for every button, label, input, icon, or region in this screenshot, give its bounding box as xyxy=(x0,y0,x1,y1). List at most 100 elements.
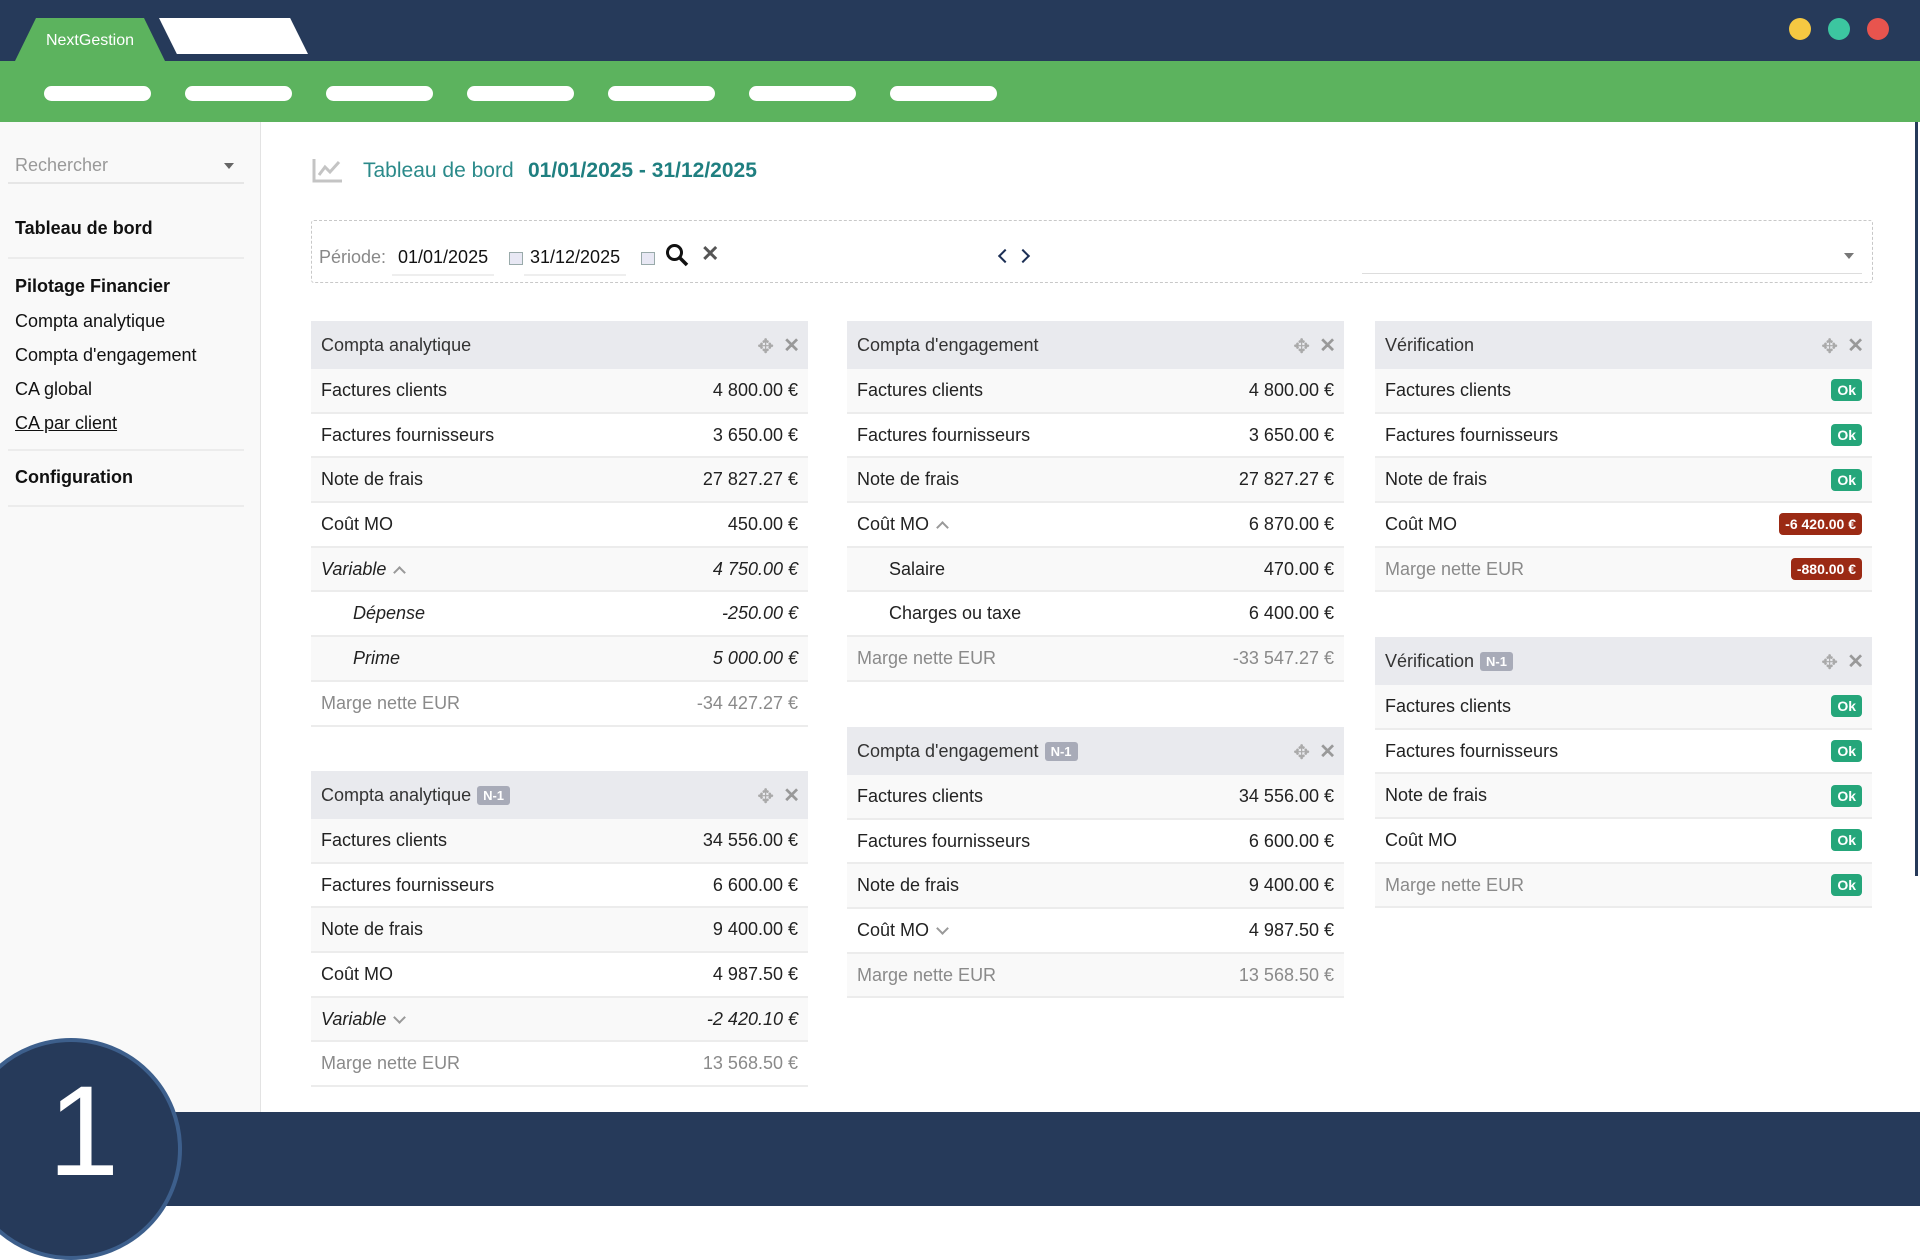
table-row: Marge nette EUR -880.00 € xyxy=(1375,547,1872,593)
nav-item[interactable] xyxy=(467,86,574,101)
close-icon[interactable]: ✕ xyxy=(783,785,800,807)
maximize-button[interactable] xyxy=(1828,18,1850,40)
panel-header[interactable]: Vérification ✥ ✕ xyxy=(1375,321,1872,369)
table-row: Factures clients Ok xyxy=(1375,369,1872,414)
row-value: 3 650.00 € xyxy=(1248,424,1334,445)
sidebar-item-configuration[interactable]: Configuration xyxy=(15,467,133,487)
table-row[interactable]: Variable -2 420.10 € xyxy=(311,997,808,1043)
close-icon[interactable]: ✕ xyxy=(783,335,800,357)
tab-blank[interactable] xyxy=(159,18,308,54)
minimize-button[interactable] xyxy=(1789,18,1811,40)
widget-panel: Compta d'engagement ✥ ✕ Factures clients 4 8… xyxy=(847,321,1344,682)
panel-title: Vérification xyxy=(1385,334,1475,355)
row-label: Factures clients xyxy=(1385,379,1512,400)
sidebar-item-ca-global[interactable]: CA global xyxy=(15,379,93,399)
status-badge: Ok xyxy=(1831,740,1862,763)
row-label: Factures fournisseurs xyxy=(321,424,495,445)
calendar-icon[interactable] xyxy=(641,252,655,265)
row-label: Marge nette EUR xyxy=(321,692,461,713)
move-icon[interactable]: ✥ xyxy=(1293,336,1310,358)
sidebar-item-ca-par-client[interactable]: CA par client xyxy=(15,413,118,433)
status-badge: Ok xyxy=(1831,424,1862,447)
row-value: 34 556.00 € xyxy=(702,829,798,850)
nav-item[interactable] xyxy=(890,86,997,101)
move-icon[interactable]: ✥ xyxy=(1821,336,1838,358)
nav-item[interactable] xyxy=(326,86,433,101)
nav-item[interactable] xyxy=(749,86,856,101)
table-row: Factures fournisseurs 3 650.00 € xyxy=(311,413,808,459)
row-value: 470.00 € xyxy=(1263,558,1334,579)
panel-header[interactable]: Compta analytique ✥ ✕ xyxy=(311,321,808,369)
search-input[interactable]: Rechercher xyxy=(8,150,244,184)
search-icon[interactable] xyxy=(665,243,689,267)
chevron-left-icon[interactable] xyxy=(997,248,1013,264)
nav-item[interactable] xyxy=(185,86,292,101)
status-badge: Ok xyxy=(1831,468,1862,491)
move-icon[interactable]: ✥ xyxy=(757,336,774,358)
status-badge: -880.00 € xyxy=(1790,558,1862,581)
close-icon[interactable]: ✕ xyxy=(1847,651,1864,673)
panel-header[interactable]: Compta analytique N-1 ✥ ✕ xyxy=(311,771,808,819)
row-label: Marge nette EUR xyxy=(1385,874,1525,895)
panel-header[interactable]: Vérification N-1 ✥ ✕ xyxy=(1375,637,1872,685)
table-row: Coût MO 450.00 € xyxy=(311,503,808,548)
chevron-right-icon[interactable] xyxy=(1015,248,1031,264)
row-value: 4 987.50 € xyxy=(712,963,798,984)
table-row: Factures clients 34 556.00 € xyxy=(311,819,808,864)
table-row: Marge nette EUR -34 427.27 € xyxy=(311,681,808,727)
panel-header[interactable]: Compta d'engagement N-1 ✥ ✕ xyxy=(847,727,1344,775)
end-date-input[interactable]: 31/12/2025 xyxy=(524,247,627,276)
widget-panel: Compta analytique N-1 ✥ ✕ Factures clients 34… xyxy=(311,771,808,1088)
sidebar-item-compta-engagement[interactable]: Compta d'engagement xyxy=(15,345,197,365)
row-value: 6 600.00 € xyxy=(712,874,798,895)
close-icon[interactable]: ✕ xyxy=(1319,741,1336,763)
close-window-button[interactable] xyxy=(1867,18,1889,40)
table-row: Factures fournisseurs 6 600.00 € xyxy=(311,863,808,909)
table-row: Note de frais 9 400.00 € xyxy=(847,864,1344,910)
chevron-down-icon[interactable] xyxy=(393,1010,407,1024)
scrollbar[interactable] xyxy=(1915,122,1918,876)
table-row: Factures fournisseurs 3 650.00 € xyxy=(847,413,1344,459)
row-value: 27 827.27 € xyxy=(1238,469,1334,490)
close-icon[interactable]: ✕ xyxy=(1847,335,1864,357)
sidebar-item-compta-analytique[interactable]: Compta analytique xyxy=(15,311,166,331)
table-row[interactable]: Coût MO 6 870.00 € xyxy=(847,503,1344,548)
row-label: Coût MO xyxy=(857,514,949,535)
close-icon[interactable]: ✕ xyxy=(1319,335,1336,357)
period-select[interactable] xyxy=(1362,237,1862,274)
row-value: 4 800.00 € xyxy=(1248,379,1334,400)
panel-title: Vérification xyxy=(1385,650,1475,671)
panel-header[interactable]: Compta d'engagement ✥ ✕ xyxy=(847,321,1344,369)
start-date-input[interactable]: 01/01/2025 xyxy=(392,247,495,276)
move-icon[interactable]: ✥ xyxy=(1821,652,1838,674)
row-label: Coût MO xyxy=(857,920,949,941)
table-row[interactable]: Variable 4 750.00 € xyxy=(311,547,808,593)
widget-panel: Compta analytique ✥ ✕ Factures clients 4 800… xyxy=(311,321,808,727)
table-row: Note de frais 27 827.27 € xyxy=(847,458,1344,504)
chevron-down-icon[interactable] xyxy=(936,922,949,936)
nav-item[interactable] xyxy=(608,86,715,101)
status-badge: Ok xyxy=(1831,379,1862,402)
row-value: 450.00 € xyxy=(727,513,798,534)
step-number: 1 xyxy=(48,1060,120,1203)
table-row: Salaire 470.00 € xyxy=(847,547,1344,593)
sidebar-heading-pilotage: Pilotage Financier xyxy=(15,276,171,296)
chevron-up-icon[interactable] xyxy=(393,565,407,579)
move-icon[interactable]: ✥ xyxy=(1293,742,1310,764)
table-row: Marge nette EUR -33 547.27 € xyxy=(847,637,1344,682)
row-value: 9 400.00 € xyxy=(712,919,798,940)
table-row: Prime 5 000.00 € xyxy=(311,637,808,682)
caret-down-icon xyxy=(1844,253,1854,259)
calendar-icon[interactable] xyxy=(509,252,523,265)
sidebar-item-tableau-de-bord[interactable]: Tableau de bord xyxy=(15,218,153,238)
row-value: 6 600.00 € xyxy=(1248,830,1334,851)
page-date-range: 01/01/2025 - 31/12/2025 xyxy=(528,159,757,182)
table-row[interactable]: Coût MO 4 987.50 € xyxy=(847,909,1344,954)
chevron-up-icon[interactable] xyxy=(936,521,949,535)
previous-year-badge: N-1 xyxy=(1480,651,1513,671)
table-row: Factures clients 34 556.00 € xyxy=(847,775,1344,820)
nav-item[interactable] xyxy=(44,86,151,101)
tab-nextgestion[interactable]: NextGestion xyxy=(15,18,165,61)
clear-icon[interactable]: ✕ xyxy=(701,241,720,266)
move-icon[interactable]: ✥ xyxy=(757,786,774,808)
